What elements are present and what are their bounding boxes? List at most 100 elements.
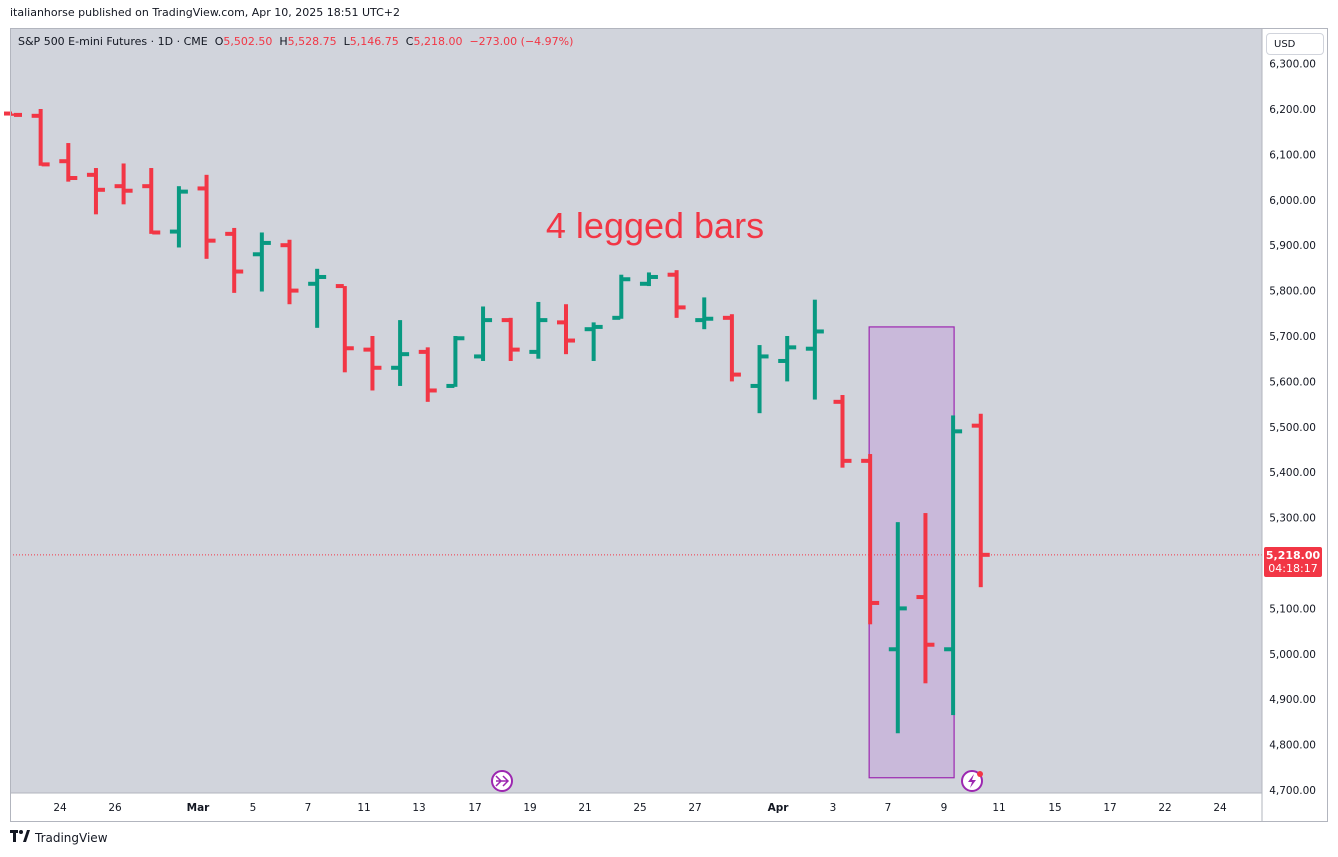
bar-close-tick [705, 316, 714, 321]
y-tick-label: 4,700.00 [1269, 785, 1316, 797]
ohlc-bar[interactable] [225, 227, 244, 293]
y-tick-label: 6,100.00 [1269, 149, 1316, 161]
x-axis: 24 26 Mar 5 7 11 13 17 19 21 25 27 Apr 3 7 9 11 15 17 22 24 [10, 792, 1262, 814]
bar-open-tick [888, 647, 897, 652]
symbol-name[interactable]: S&P 500 E-mini Futures · 1D · CME [18, 35, 208, 48]
ohlc-bar[interactable] [418, 347, 437, 402]
bar-close-tick [235, 269, 244, 274]
ohlc-bar[interactable] [833, 395, 852, 468]
ohlc-bar[interactable] [667, 270, 686, 318]
bar-open-tick [418, 349, 427, 354]
bar-range [342, 286, 347, 373]
x-tick-label: 19 [523, 802, 536, 814]
x-tick-label: 24 [53, 802, 67, 814]
ohlc-bar[interactable] [197, 174, 216, 259]
y-tick-label: 5,000.00 [1269, 649, 1316, 661]
bar-close-tick [262, 240, 271, 245]
symbol-legend[interactable]: S&P 500 E-mini Futures · 1D · CME O5,502… [18, 35, 573, 48]
ohlc-bar[interactable] [944, 415, 963, 716]
bar-range [453, 336, 458, 387]
publish-caption: italianhorse published on TradingView.co… [10, 6, 401, 19]
bar-open-tick [833, 399, 842, 404]
navigate-forward-icon[interactable] [491, 770, 513, 792]
y-tick-label: 5,700.00 [1269, 331, 1316, 343]
bar-range [951, 415, 956, 716]
ohlc-bar[interactable] [888, 522, 907, 734]
ohlc-bar[interactable] [308, 268, 327, 328]
x-tick-label: 24 [1213, 802, 1227, 814]
ohlc-bar[interactable] [280, 239, 299, 305]
ohlc-bar[interactable] [446, 336, 465, 388]
bar-open-tick [667, 272, 676, 277]
bar-close-tick [954, 429, 963, 434]
ohlc-bar[interactable] [4, 111, 22, 117]
bar-range [121, 163, 126, 205]
ohlc-bar[interactable] [501, 317, 520, 361]
ohlc-bar[interactable] [722, 314, 741, 382]
y-tick-label: 5,400.00 [1269, 467, 1316, 479]
ohlc-bar[interactable] [805, 299, 824, 400]
bar-close-tick [373, 365, 382, 370]
ohlc-bar[interactable] [363, 336, 382, 391]
bar-open-tick [363, 347, 372, 352]
bar-range [868, 454, 873, 625]
x-tick-label: 7 [885, 802, 892, 814]
currency-button[interactable]: USD [1266, 33, 1324, 55]
ohlc-bar[interactable] [750, 345, 769, 414]
ohlc-bar[interactable] [557, 304, 575, 355]
ohlc-bar[interactable] [474, 306, 493, 361]
ohlc-bar[interactable] [529, 301, 548, 359]
ohlc-bar[interactable] [86, 168, 105, 215]
tradingview-logo-icon [10, 830, 30, 845]
bar-close-tick [318, 274, 327, 279]
ohlc-bar[interactable] [391, 320, 410, 386]
x-tick-label: 26 [108, 802, 122, 814]
ohlc-bar[interactable] [169, 186, 188, 248]
ohlc-bar[interactable] [612, 274, 631, 320]
bar-open-tick [225, 231, 234, 236]
footer-branding[interactable]: TradingView [10, 830, 108, 845]
bar-open-tick [750, 383, 759, 388]
bar-open-tick [446, 383, 455, 388]
bar-range [398, 320, 403, 386]
ohlc-bar[interactable] [142, 168, 161, 235]
bar-close-tick [567, 338, 575, 343]
ohlc-bar[interactable] [695, 297, 714, 330]
ohlc-bar[interactable] [778, 336, 797, 382]
ohlc-bar[interactable] [916, 513, 935, 684]
ohlc-bar[interactable] [114, 163, 133, 205]
annotation-text[interactable]: 4 legged bars [546, 205, 764, 246]
open-value: 5,502.50 [223, 35, 273, 48]
ohlc-bar[interactable] [639, 272, 658, 287]
bar-close-tick [539, 318, 548, 323]
ohlc-bar[interactable] [971, 413, 990, 588]
y-tick-label: 5,500.00 [1269, 422, 1316, 434]
bar-close-tick [649, 274, 658, 279]
bar-close-tick [760, 354, 769, 359]
ohlc-bar[interactable] [31, 109, 50, 167]
bar-close-tick [41, 162, 50, 167]
close-value: 5,218.00 [413, 35, 463, 48]
ohlc-bar[interactable] [59, 143, 78, 182]
bar-range [785, 336, 790, 382]
ohlc-bar[interactable] [252, 232, 271, 292]
bar-range [674, 270, 679, 318]
bar-open-tick [944, 647, 953, 652]
ohlc-bar[interactable] [861, 454, 880, 625]
lightning-icon[interactable] [961, 770, 983, 792]
bar-range [11, 113, 15, 116]
ohlc-bar[interactable] [584, 322, 603, 361]
highlight-box[interactable] [868, 326, 955, 779]
change-value: −273.00 (−4.97%) [469, 35, 574, 48]
bar-close-tick [152, 230, 161, 235]
bar-close-tick [401, 352, 410, 357]
low-label: L [343, 35, 350, 48]
bar-open-tick [722, 315, 731, 320]
ohlc-bar[interactable] [335, 284, 354, 373]
y-tick-label: 4,900.00 [1269, 694, 1316, 706]
bar-range [564, 304, 568, 355]
bar-open-tick [861, 458, 870, 463]
bar-range [591, 322, 596, 361]
bar-close-tick [14, 112, 22, 117]
